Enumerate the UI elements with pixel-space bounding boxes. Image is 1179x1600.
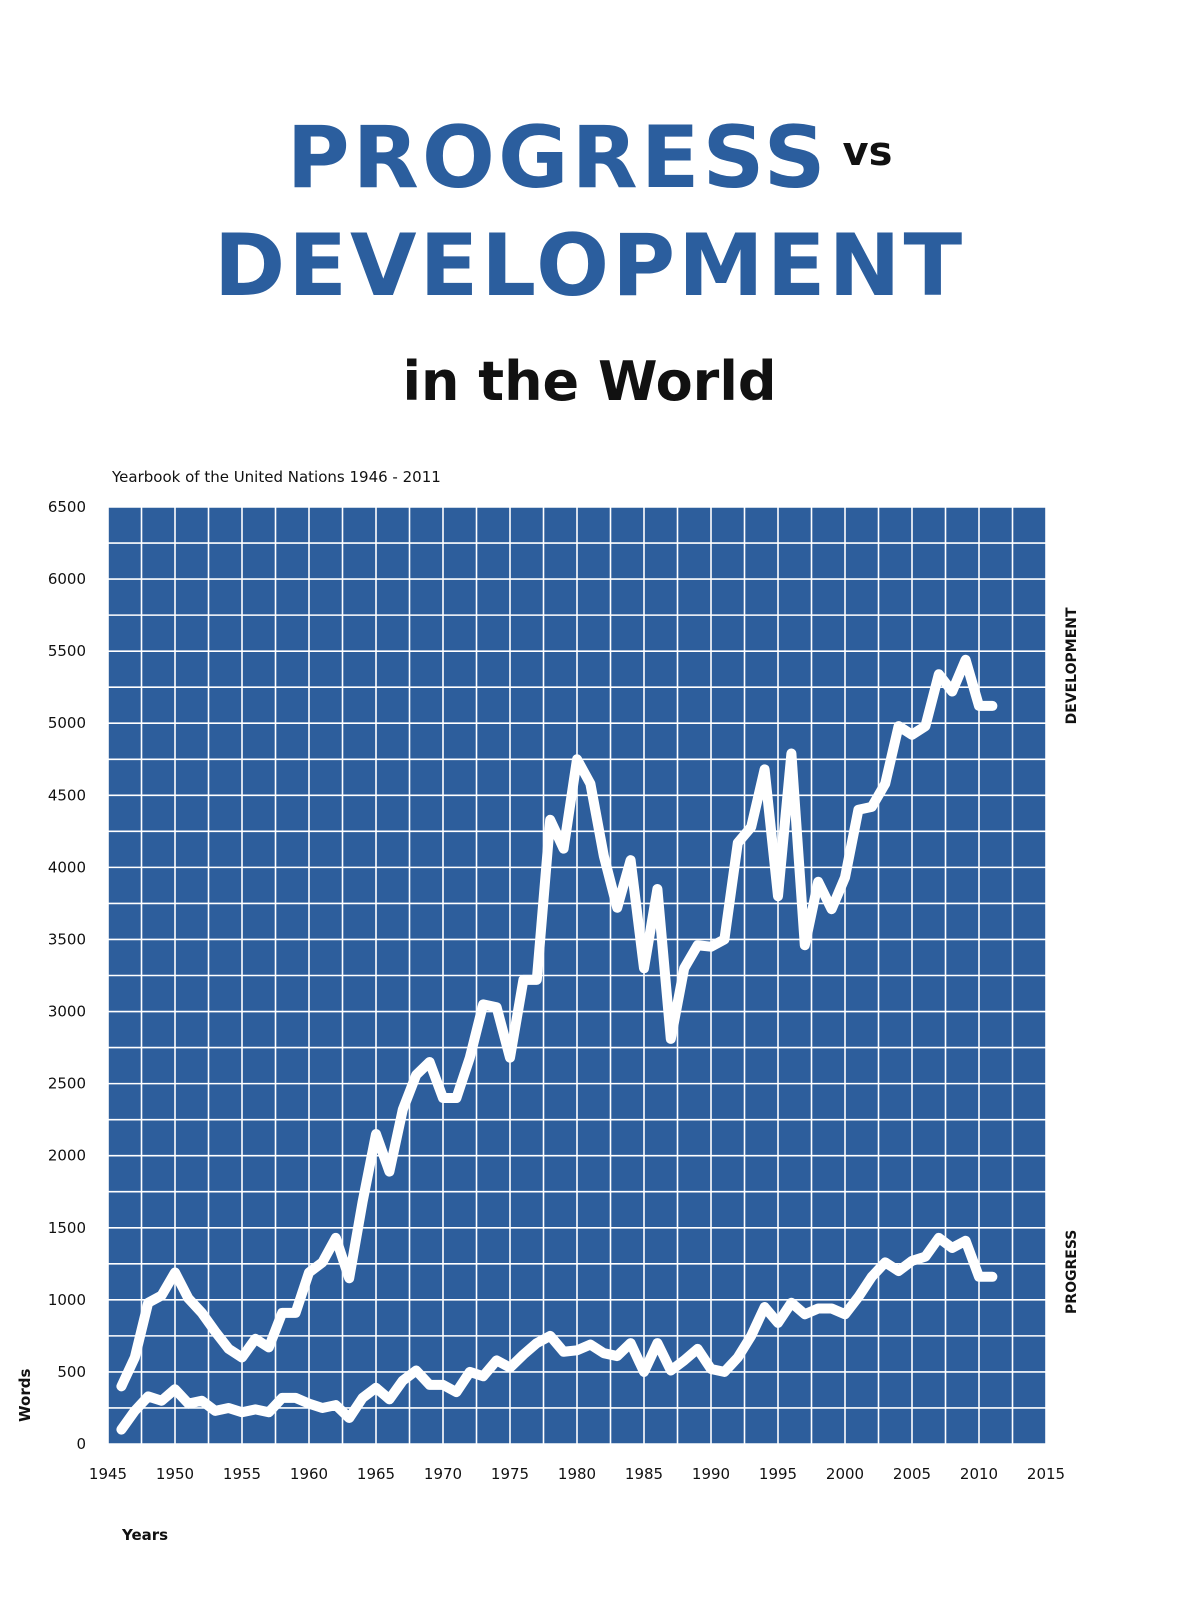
- title-development: DEVELOPMENT: [213, 216, 966, 316]
- y-tick-label: 1500: [48, 1219, 86, 1237]
- y-tick-labels: 0 500 1000 1500 2000 2500 3000 3500 4000 4500 5000…: [48, 498, 86, 1453]
- y-tick-label: 2500: [48, 1075, 86, 1093]
- title-line-2: DEVELOPMENT: [0, 216, 1179, 316]
- x-tick-label: 2000: [826, 1465, 864, 1483]
- y-tick-label: 3000: [48, 1003, 86, 1021]
- x-tick-labels: 1945 1950 1955 1960 1965 1970 1975 1980 1985 1990…: [89, 1465, 1065, 1483]
- series-line-progress: [116, 1232, 998, 1435]
- x-axis-title: Years: [122, 1526, 169, 1544]
- x-tick-label: 1995: [759, 1465, 797, 1483]
- series-label-progress: PROGRESS: [1064, 1230, 1080, 1314]
- x-tick-label: 1965: [357, 1465, 395, 1483]
- x-tick-label: 1955: [223, 1465, 261, 1483]
- title-vs: vs: [842, 129, 893, 175]
- x-tick-label: 1980: [558, 1465, 596, 1483]
- y-axis-title: Words: [16, 1368, 34, 1422]
- x-tick-label: 2015: [1027, 1465, 1065, 1483]
- y-tick-label: 0: [76, 1435, 86, 1453]
- y-tick-label: 3500: [48, 930, 86, 948]
- title-line-1: PROGRESS vs: [0, 108, 1179, 208]
- x-tick-label: 1970: [424, 1465, 462, 1483]
- y-tick-label: 6000: [48, 570, 86, 588]
- y-tick-label: 4000: [48, 858, 86, 876]
- y-tick-label: 6500: [48, 498, 86, 516]
- series-label-development: DEVELOPMENT: [1064, 607, 1080, 724]
- series-labels: DEVELOPMENT PROGRESS: [1064, 607, 1080, 1314]
- x-tick-label: 1945: [89, 1465, 127, 1483]
- x-tick-label: 1990: [692, 1465, 730, 1483]
- x-tick-label: 1950: [156, 1465, 194, 1483]
- y-tick-label: 5500: [48, 642, 86, 660]
- source-note: Yearbook of the United Nations 1946 - 20…: [112, 468, 441, 486]
- title-progress: PROGRESS: [286, 108, 829, 208]
- y-tick-label: 4500: [48, 786, 86, 804]
- series-layer: [116, 654, 998, 1435]
- x-tick-label: 2005: [893, 1465, 931, 1483]
- y-tick-label: 500: [57, 1363, 86, 1381]
- x-tick-label: 2010: [960, 1465, 998, 1483]
- y-tick-label: 5000: [48, 714, 86, 732]
- x-tick-label: 1985: [625, 1465, 663, 1483]
- y-tick-label: 1000: [48, 1291, 86, 1309]
- x-tick-label: 1960: [290, 1465, 328, 1483]
- y-tick-label: 2000: [48, 1147, 86, 1165]
- chart-subtitle: in the World: [402, 350, 777, 413]
- series-line-development: [116, 654, 998, 1392]
- x-tick-label: 1975: [491, 1465, 529, 1483]
